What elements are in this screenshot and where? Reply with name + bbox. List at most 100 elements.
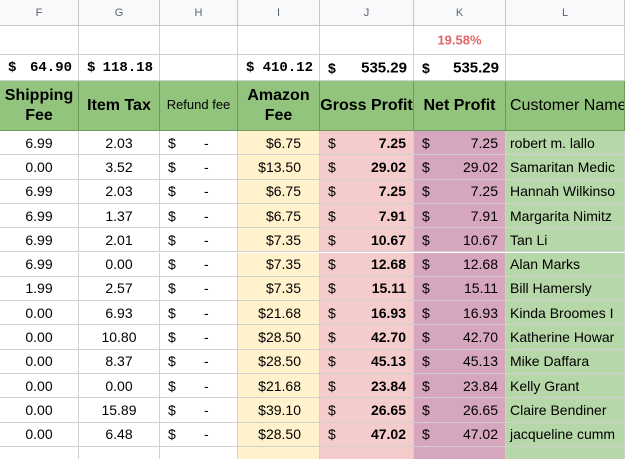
cell[interactable]: $45.13 bbox=[320, 349, 414, 374]
cell[interactable]: $7.25 bbox=[414, 179, 506, 204]
cell[interactable]: 0.00 bbox=[0, 398, 79, 423]
cell[interactable] bbox=[238, 446, 320, 459]
cell[interactable]: $ - bbox=[160, 228, 238, 253]
cell[interactable]: Margarita Nimitz bbox=[506, 203, 625, 229]
cell[interactable]: 6.48 bbox=[79, 422, 160, 447]
cell[interactable]: $15.11 bbox=[414, 276, 506, 302]
cell[interactable]: $64.90 bbox=[0, 55, 79, 81]
cell[interactable]: robert m. lallo bbox=[506, 131, 625, 156]
cell[interactable]: $535.29 bbox=[320, 55, 414, 81]
cell[interactable] bbox=[79, 446, 160, 459]
cell[interactable] bbox=[160, 26, 238, 55]
cell[interactable] bbox=[160, 446, 238, 459]
cell[interactable]: 8.37 bbox=[79, 349, 160, 374]
cell[interactable]: $ - bbox=[160, 131, 238, 156]
cell[interactable]: 3.52 bbox=[79, 155, 160, 180]
cell[interactable]: Claire Bendiner bbox=[506, 398, 625, 423]
cell[interactable]: $7.35 bbox=[238, 228, 320, 253]
cell[interactable]: $7.91 bbox=[320, 203, 414, 229]
cell[interactable]: $ - bbox=[160, 203, 238, 229]
cell[interactable]: $16.93 bbox=[320, 301, 414, 326]
cell[interactable]: 0.00 bbox=[0, 374, 79, 399]
cell[interactable] bbox=[79, 26, 160, 55]
cell[interactable]: $13.50 bbox=[238, 155, 320, 180]
column-header[interactable]: H bbox=[160, 0, 238, 26]
cell[interactable]: $39.10 bbox=[238, 398, 320, 423]
cell[interactable]: 1.37 bbox=[79, 203, 160, 229]
cell[interactable]: 0.00 bbox=[0, 422, 79, 447]
cell[interactable]: $ - bbox=[160, 276, 238, 302]
cell[interactable]: $7.25 bbox=[414, 131, 506, 156]
column-header[interactable]: G bbox=[79, 0, 160, 26]
cell[interactable]: $10.67 bbox=[414, 228, 506, 253]
cell[interactable]: $23.84 bbox=[414, 374, 506, 399]
column-title[interactable]: Customer Name bbox=[506, 81, 625, 131]
cell[interactable]: $47.02 bbox=[414, 422, 506, 447]
cell[interactable]: Samaritan Medic bbox=[506, 155, 625, 180]
cell[interactable] bbox=[0, 26, 79, 55]
cell[interactable]: $26.65 bbox=[414, 398, 506, 423]
cell[interactable]: $42.70 bbox=[320, 325, 414, 350]
column-title[interactable]: Amazon Fee bbox=[238, 81, 320, 131]
cell[interactable]: $7.35 bbox=[238, 276, 320, 302]
column-title[interactable]: Net Profit bbox=[414, 81, 506, 131]
cell[interactable]: $6.75 bbox=[238, 131, 320, 156]
cell[interactable]: $23.84 bbox=[320, 374, 414, 399]
cell[interactable]: $6.75 bbox=[238, 203, 320, 229]
cell[interactable]: Mike Daffara bbox=[506, 349, 625, 374]
cell[interactable]: 6.99 bbox=[0, 131, 79, 156]
cell[interactable]: 6.99 bbox=[0, 203, 79, 229]
cell[interactable]: $15.11 bbox=[320, 276, 414, 302]
cell[interactable]: $21.68 bbox=[238, 374, 320, 399]
cell[interactable] bbox=[238, 26, 320, 55]
cell[interactable]: 2.03 bbox=[79, 179, 160, 204]
cell[interactable]: $6.75 bbox=[238, 179, 320, 204]
cell[interactable]: 2.57 bbox=[79, 276, 160, 302]
cell[interactable]: $42.70 bbox=[414, 325, 506, 350]
cell[interactable]: $7.35 bbox=[238, 252, 320, 277]
cell[interactable]: $28.50 bbox=[238, 422, 320, 447]
cell[interactable]: 0.00 bbox=[0, 325, 79, 350]
cell[interactable]: $12.68 bbox=[414, 252, 506, 277]
column-header[interactable]: I bbox=[238, 0, 320, 26]
cell[interactable]: 0.00 bbox=[0, 349, 79, 374]
cell[interactable]: $29.02 bbox=[414, 155, 506, 180]
cell[interactable]: $7.25 bbox=[320, 131, 414, 156]
cell[interactable]: 6.99 bbox=[0, 179, 79, 204]
cell[interactable] bbox=[320, 26, 414, 55]
cell[interactable]: $ - bbox=[160, 155, 238, 180]
cell[interactable]: $ - bbox=[160, 398, 238, 423]
cell[interactable]: 15.89 bbox=[79, 398, 160, 423]
cell[interactable] bbox=[414, 446, 506, 459]
cell[interactable]: $28.50 bbox=[238, 349, 320, 374]
cell[interactable]: $ - bbox=[160, 301, 238, 326]
column-header[interactable]: F bbox=[0, 0, 79, 26]
cell[interactable]: $ - bbox=[160, 374, 238, 399]
cell[interactable]: Kelly Grant bbox=[506, 374, 625, 399]
column-header[interactable]: K bbox=[414, 0, 506, 26]
cell[interactable]: $7.25 bbox=[320, 179, 414, 204]
column-header[interactable]: J bbox=[320, 0, 414, 26]
cell[interactable]: Bill Hamersly bbox=[506, 276, 625, 302]
cell[interactable]: $10.67 bbox=[320, 228, 414, 253]
cell[interactable]: $535.29 bbox=[414, 55, 506, 81]
cell[interactable]: $12.68 bbox=[320, 252, 414, 277]
cell[interactable]: jacqueline cumm bbox=[506, 422, 625, 447]
cell[interactable]: $16.93 bbox=[414, 301, 506, 326]
cell[interactable]: $410.12 bbox=[238, 55, 320, 81]
cell[interactable]: Alan Marks bbox=[506, 252, 625, 277]
cell[interactable]: Katherine Howar bbox=[506, 325, 625, 350]
column-header[interactable]: L bbox=[506, 0, 625, 26]
cell[interactable]: $29.02 bbox=[320, 155, 414, 180]
cell[interactable]: 1.99 bbox=[0, 276, 79, 302]
cell[interactable]: $118.18 bbox=[79, 55, 160, 81]
cell[interactable]: $7.91 bbox=[414, 203, 506, 229]
cell[interactable]: 0.00 bbox=[0, 155, 79, 180]
cell[interactable] bbox=[506, 446, 625, 459]
column-title[interactable]: Shipping Fee bbox=[0, 81, 79, 131]
cell[interactable]: $ - bbox=[160, 422, 238, 447]
cell[interactable]: $ - bbox=[160, 349, 238, 374]
cell[interactable]: Hannah Wilkinso bbox=[506, 179, 625, 204]
cell[interactable]: $ - bbox=[160, 252, 238, 277]
cell[interactable]: $21.68 bbox=[238, 301, 320, 326]
